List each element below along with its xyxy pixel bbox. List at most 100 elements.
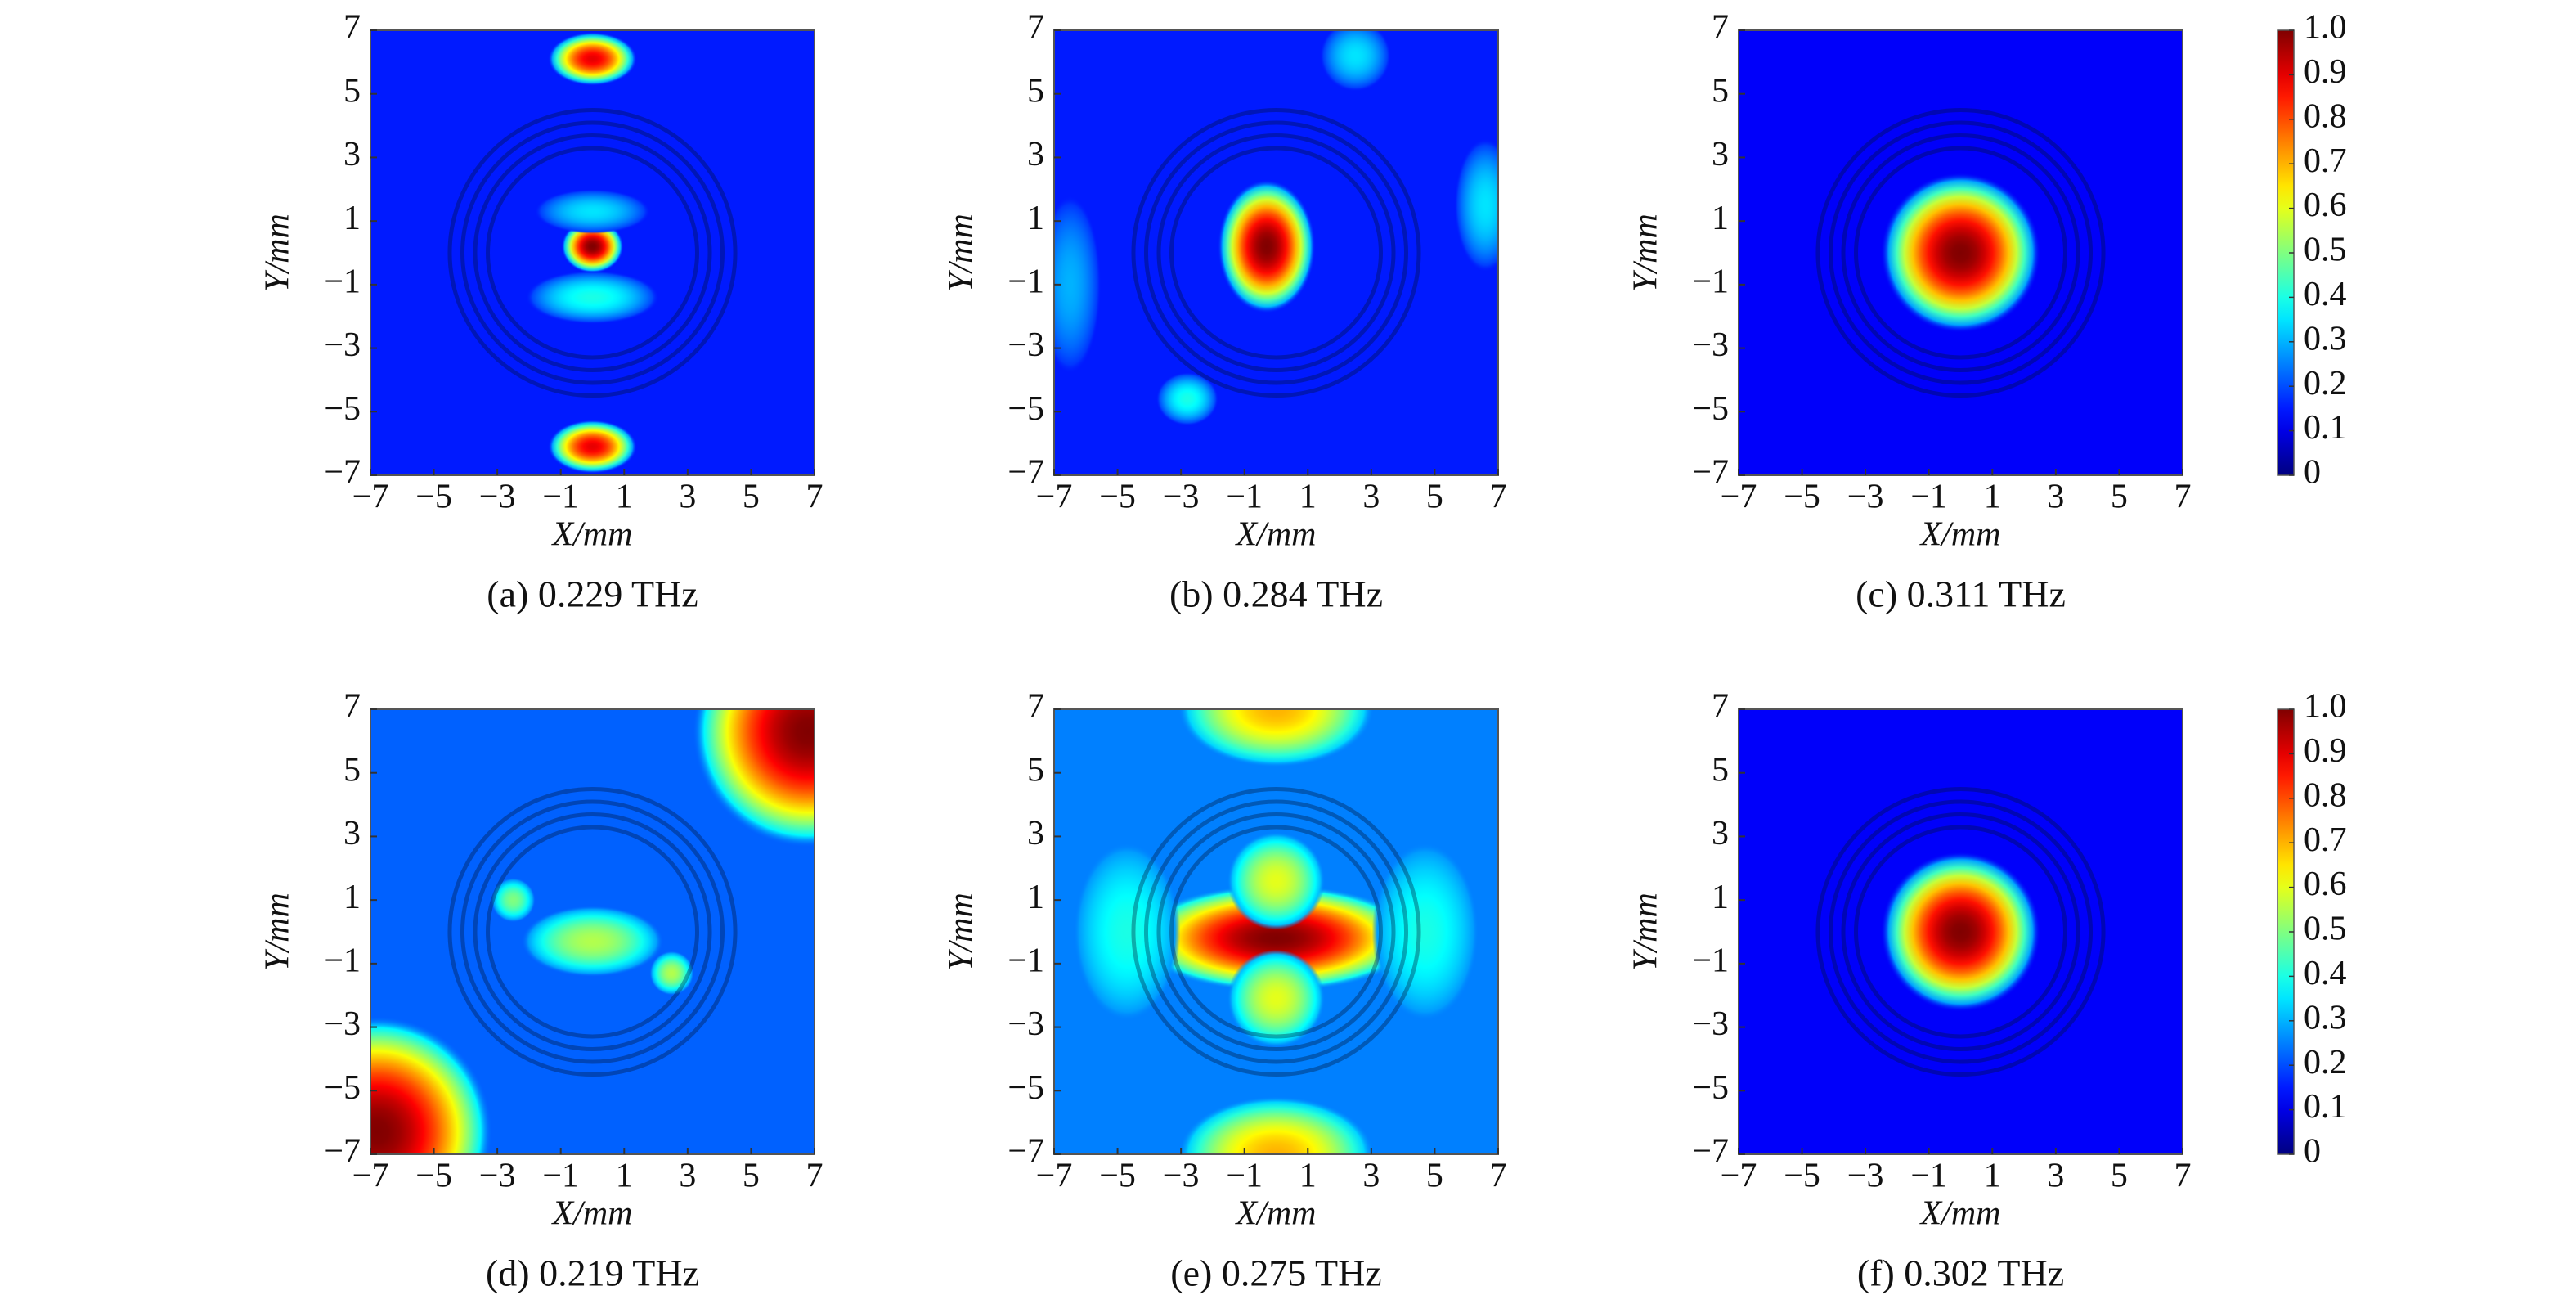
y-tick-label: −5 [324,1069,361,1107]
hotspot [1227,831,1326,930]
hotspot [1156,372,1218,426]
y-tick-label: 7 [343,688,361,726]
ring [486,146,699,360]
colorbar-tick-label: 0.6 [2304,187,2347,224]
y-tick-label: 7 [343,9,361,47]
colorbar-tick-label: 0.9 [2304,53,2347,91]
panel: −7 −5 −3 −1 1 3 5 7 −7 −5 −3 −1 1 3 5 7 X/mm Y/mm (c) 0.31… [1627,9,2347,615]
y-tick-label: −3 [1692,326,1729,364]
hotspot [1054,196,1102,374]
x-tick-label: 5 [2111,479,2128,516]
hotspot [491,877,536,923]
hotspot [1320,30,1391,92]
y-axis-label: Y/mm [1627,893,1665,971]
x-tick-label: 1 [1984,479,2001,516]
x-tick-label: 1 [1984,1158,2001,1195]
x-tick-label: 3 [2047,479,2064,516]
x-tick-label: 7 [1490,1158,1507,1195]
x-tick-label: 3 [1362,1158,1380,1195]
hotspot [693,709,815,848]
x-tick-label: −3 [1163,1158,1200,1195]
panel-caption: (f) 0.302 THz [1857,1252,2064,1294]
y-tick-label: −7 [1008,454,1044,492]
x-tick-label: −1 [542,1158,579,1195]
x-tick-label: −7 [352,1158,389,1195]
y-tick-label: 5 [343,751,361,789]
y-tick-label: −7 [324,454,361,492]
hotspot [534,189,651,234]
ring [1156,133,1396,373]
colorbar-tick-label: 0.7 [2304,142,2347,180]
x-tick-label: −3 [1163,479,1200,516]
ring [473,133,712,373]
y-tick-label: −1 [1008,263,1044,300]
y-tick-label: −1 [324,263,361,300]
y-tick-label: 3 [1027,136,1044,173]
ring [1815,786,2106,1077]
ring [1841,812,2080,1052]
hotspot [1178,709,1374,767]
x-tick-label: −5 [1099,1158,1136,1195]
y-tick-label: −7 [1008,1133,1044,1171]
x-tick-label: −1 [1910,479,1947,516]
plot-frame [1738,29,2183,476]
colorbar-tick-label: 0.3 [2304,320,2347,357]
plot-frame [370,29,815,476]
y-axis-label: Y/mm [259,214,297,292]
x-tick-label: 1 [616,1158,633,1195]
x-tick-label: −3 [479,479,516,516]
ring [1828,120,2094,385]
panel-caption: (e) 0.275 THz [1170,1252,1381,1294]
colorbar-tick-label: 0.6 [2304,866,2347,903]
x-axis-label: X/mm [551,516,633,554]
y-tick-label: 7 [1027,688,1044,726]
colorbar-tick-label: 0.3 [2304,999,2347,1036]
panel: −7 −5 −3 −1 1 3 5 7 −7 −5 −3 −1 1 3 5 7 X/mm Y/mm (f) 0.30… [1627,688,2347,1294]
x-tick-label: 3 [679,479,696,516]
panel: −7 −5 −3 −1 1 3 5 7 −7 −5 −3 −1 1 3 5 7 X/mm Y/mm (a) 0.22… [259,9,824,615]
x-axis-label: X/mm [1919,516,2001,554]
hotspot [1880,173,2041,333]
hotspot [1227,949,1326,1048]
x-tick-label: 5 [2111,1158,2128,1195]
field [370,30,815,475]
x-tick-label: −1 [1226,1158,1263,1195]
hotspot [1178,1096,1374,1154]
y-tick-label: 1 [1027,879,1044,916]
panel: −7 −5 −3 −1 1 3 5 7 −7 −5 −3 −1 1 3 5 7 X/mm Y/mm (e) 0.27… [943,688,1507,1294]
x-tick-label: 1 [616,479,633,516]
y-tick-label: 1 [1712,879,1729,916]
ring [460,120,725,385]
x-axis-label: X/mm [551,1195,633,1233]
y-tick-label: −1 [1692,942,1729,979]
x-tick-label: 5 [743,479,760,516]
y-axis-label: Y/mm [1627,214,1665,292]
y-tick-label: −7 [1692,454,1729,492]
colorbar-tick-label: 0.2 [2304,365,2347,402]
y-tick-label: 5 [1712,751,1729,789]
hotspot [1074,843,1181,1021]
x-tick-label: 3 [2047,1158,2064,1195]
y-tick-label: 5 [343,72,361,110]
colorbar-tick-label: 0.4 [2304,955,2347,992]
ring [1841,133,2080,373]
colorbar-tick-label: 0.5 [2304,232,2347,269]
y-tick-label: −3 [324,326,361,364]
colorbar-tick-label: 0.8 [2304,776,2347,814]
y-tick-label: 5 [1027,751,1044,789]
x-axis-label: X/mm [1235,516,1317,554]
x-tick-label: −7 [352,479,389,516]
hotspot [521,906,664,978]
x-tick-label: 7 [806,1158,824,1195]
x-tick-label: −7 [1036,1158,1073,1195]
ring [1854,146,2067,360]
y-tick-label: −3 [1008,1005,1044,1043]
x-tick-label: −1 [542,479,579,516]
ring [1169,146,1383,360]
hotspot [649,951,694,996]
x-tick-label: −5 [1784,1158,1820,1195]
x-tick-label: −5 [415,479,452,516]
ring [1156,812,1396,1052]
x-tick-label: 3 [679,1158,696,1195]
y-tick-label: −5 [324,390,361,428]
